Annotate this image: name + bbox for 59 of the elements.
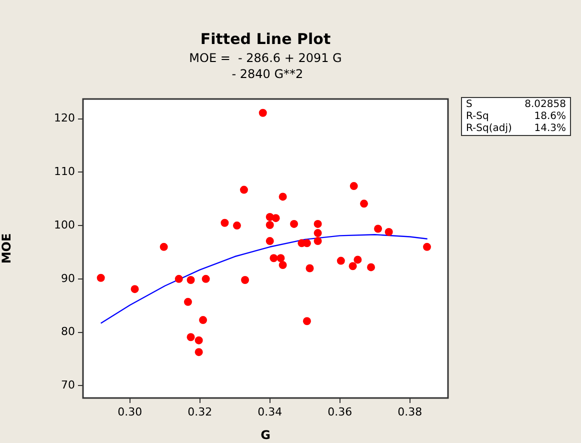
point <box>290 220 298 228</box>
text: S <box>466 99 474 110</box>
point <box>360 200 368 208</box>
point <box>241 276 250 284</box>
y-tick-label: 100 <box>54 218 75 232</box>
point <box>266 221 274 230</box>
point <box>202 274 210 283</box>
point <box>374 224 382 233</box>
point <box>306 264 314 272</box>
point <box>220 218 229 227</box>
point <box>174 274 183 283</box>
y-tick-label: 90 <box>61 272 75 285</box>
point <box>199 316 208 324</box>
point <box>160 242 168 251</box>
chart-title: Fitted Line Plot <box>199 30 332 48</box>
text: R-Sq(adj) <box>466 123 513 134</box>
point <box>350 182 358 190</box>
y-axis-title: MOE <box>0 233 14 264</box>
point <box>186 276 195 284</box>
point <box>240 186 248 194</box>
x-tick-label: 0.36 <box>328 405 352 418</box>
point <box>96 274 105 282</box>
point <box>184 298 192 306</box>
text: 18.6% <box>533 111 566 122</box>
point <box>270 254 278 262</box>
point <box>194 336 203 344</box>
point <box>272 214 280 222</box>
point <box>384 228 393 236</box>
point <box>130 285 139 294</box>
text: 14.3% <box>533 123 566 134</box>
point <box>258 108 267 117</box>
point <box>314 229 322 238</box>
y-tick-label: 70 <box>61 378 75 392</box>
point <box>186 333 195 342</box>
y-tick-label: 120 <box>54 112 75 125</box>
point <box>336 256 345 265</box>
point <box>354 256 362 264</box>
point <box>314 220 322 228</box>
x-tick-label: 0.32 <box>188 405 212 418</box>
point <box>276 254 285 262</box>
point <box>266 237 274 246</box>
text: 8.02858 <box>524 99 566 110</box>
y-tick-label: 110 <box>54 165 75 178</box>
y-tick-label: 80 <box>61 325 75 338</box>
point <box>232 222 241 230</box>
point <box>348 262 357 270</box>
x-tick-label: 0.38 <box>398 405 422 418</box>
point <box>302 317 311 326</box>
point <box>278 192 287 201</box>
x-tick-label: 0.34 <box>258 405 282 418</box>
point <box>194 348 203 356</box>
x-tick-label: 0.30 <box>118 405 142 418</box>
point <box>367 263 376 272</box>
x-axis-title: G <box>260 428 270 442</box>
text: R-Sq <box>466 111 490 122</box>
chart-subtitle: MOE = - 286.6 + 2091 G - 2840 G**2 <box>188 50 343 82</box>
point <box>314 237 322 246</box>
point <box>278 261 287 270</box>
point <box>423 242 432 251</box>
